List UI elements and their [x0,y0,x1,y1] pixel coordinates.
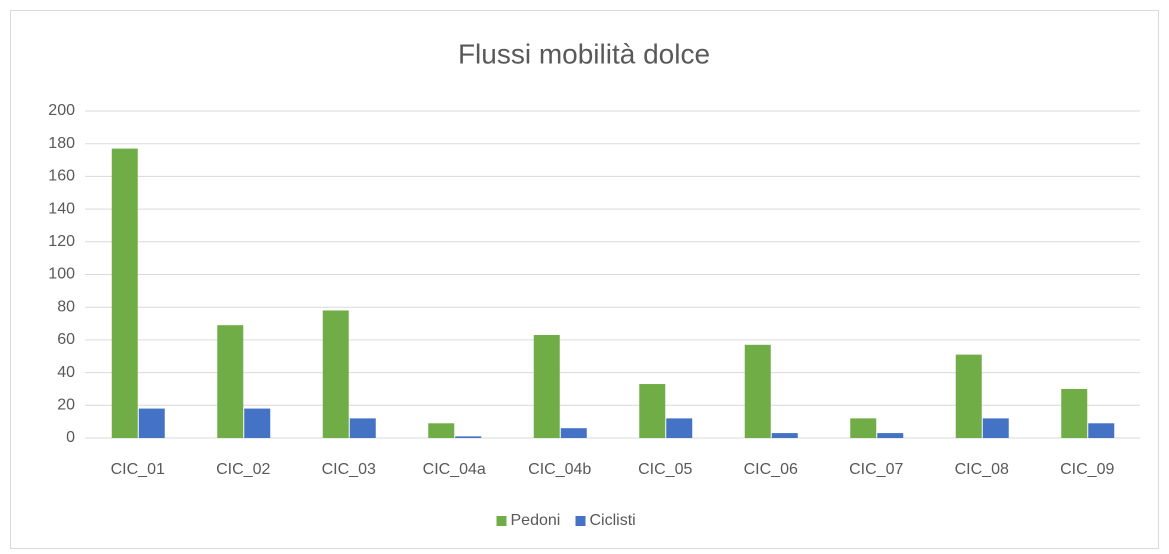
y-tick-label: 200 [48,102,75,119]
bar [428,423,455,438]
bar [877,433,904,438]
bar [850,418,877,438]
x-tick-label: CIC_09 [1060,461,1114,478]
bar [533,334,560,438]
y-tick-label: 80 [57,298,75,315]
legend-label: Pedoni [511,512,561,529]
bar [771,433,798,438]
bar [322,310,349,438]
y-tick-label: 120 [48,233,75,250]
x-tick-label: CIC_04a [423,461,486,478]
y-tick-label: 60 [57,331,75,348]
y-tick-label: 180 [48,135,75,152]
bar [138,408,165,438]
x-tick-label: CIC_06 [744,461,798,478]
bar [982,418,1009,438]
bar [666,418,693,438]
y-tick-label: 140 [48,200,75,217]
legend-label: Ciclisti [590,512,636,529]
legend-swatch [575,516,586,526]
x-tick-label: CIC_03 [322,461,376,478]
y-tick-label: 40 [57,364,75,381]
bar [744,344,771,438]
bar [244,408,271,438]
bar [349,418,376,438]
y-tick-label: 160 [48,168,75,185]
chart-title: Flussi mobilità dolce [458,38,710,69]
x-tick-label: CIC_07 [849,461,903,478]
x-tick-label: CIC_01 [111,461,165,478]
bar [639,384,666,438]
bar [217,325,244,438]
bar [455,436,482,438]
bar [1061,388,1088,438]
x-tick-label: CIC_05 [638,461,692,478]
x-tick-label: CIC_08 [955,461,1009,478]
y-tick-label: 0 [66,429,75,446]
bar [111,148,138,439]
bar [1088,423,1115,438]
bar [560,428,587,438]
chart-border [10,10,1159,549]
y-tick-label: 100 [48,266,75,283]
bar [955,354,982,438]
x-tick-label: CIC_04b [528,461,591,478]
legend-swatch [496,516,507,526]
y-tick-label: 20 [57,397,75,414]
x-tick-label: CIC_02 [216,461,270,478]
